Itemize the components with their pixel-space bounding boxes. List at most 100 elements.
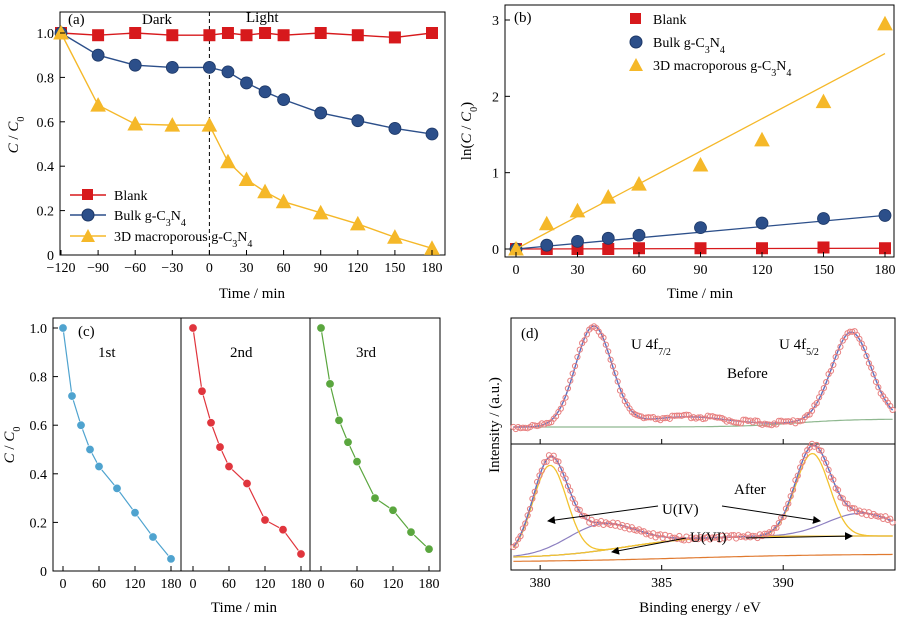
point-blank: [388, 31, 401, 44]
after-raw-point: [766, 529, 773, 536]
after-raw-point: [526, 505, 534, 513]
cycle-point-3: [316, 323, 326, 333]
x-tick-label: 120: [383, 577, 404, 592]
panel-a: −120 −90 −60 −30 0 30 60 90 120 150 180 0 0.2 0.4 0.6 0…: [6, 10, 446, 302]
x-tick-label: −120: [47, 261, 76, 276]
annotation-dark: Dark: [142, 12, 172, 28]
label-before: Before: [727, 366, 768, 382]
cycle-label-2: 2nd: [230, 345, 253, 361]
cycle-point-2: [215, 442, 225, 452]
after-raw-point: [768, 529, 775, 536]
point-bulk: [351, 114, 365, 128]
x-tick-label: 0: [190, 577, 197, 592]
before-raw-point: [581, 337, 588, 344]
point-blank: [203, 29, 216, 42]
point-bulk: [601, 231, 615, 245]
panel-a-ylabel: C / C0: [6, 117, 27, 154]
before-raw-point: [830, 361, 837, 369]
y-tick-label: 0.4: [30, 468, 48, 483]
before-raw-point: [863, 352, 870, 360]
after-raw-point: [842, 500, 849, 507]
after-raw-point: [839, 495, 846, 502]
point-bulk: [128, 58, 142, 72]
after-raw-point: [519, 525, 527, 532]
legend-marker-bulk: [81, 208, 95, 222]
before-fit-line: [513, 325, 894, 428]
before-raw-point: [683, 411, 690, 418]
panel-b-legend: Blank Bulk g-C3N4 3D macroporous g-C3N4: [629, 13, 791, 79]
legend-label-bulk: Bulk g-C3N4: [653, 36, 725, 56]
cycle-point-2: [260, 515, 270, 525]
before-raw-point: [752, 417, 759, 424]
panel-c-frame: [52, 317, 441, 572]
y-tick-label: 3: [492, 14, 499, 29]
point-macro: [387, 229, 403, 244]
annotation-arrow: [721, 505, 821, 524]
point-bulk: [571, 234, 584, 248]
annotation-arrow: [745, 532, 853, 541]
point-bulk: [165, 61, 179, 74]
after-raw-point: [583, 514, 590, 521]
after-baseline: [513, 553, 893, 562]
x-tick-label: 180: [875, 263, 896, 278]
before-raw-point: [567, 377, 574, 384]
after-raw-point: [543, 458, 550, 465]
before-raw-point: [818, 389, 825, 396]
after-raw-point: [517, 533, 524, 540]
panel-b-frame: [504, 4, 895, 258]
x-tick-label: 0: [206, 261, 213, 276]
point-macro: [877, 15, 893, 31]
legend-label-blank: Blank: [114, 189, 147, 204]
point-macro: [238, 171, 255, 187]
after-raw-point: [522, 520, 529, 527]
cycle-point-3: [388, 505, 398, 515]
cycle-point-1: [148, 532, 158, 542]
cycle-point-1: [67, 391, 77, 401]
cycle-point-3: [343, 437, 353, 447]
panel-c-xlabel: Time / min: [211, 600, 278, 616]
after-raw-point: [541, 459, 548, 466]
x-tick-label: 60: [92, 577, 106, 592]
x-tick-label: 60: [350, 577, 364, 592]
label-u-vi: U(VI): [690, 530, 727, 546]
y-tick-label: 1: [492, 167, 499, 182]
panel-b-label: (b): [514, 10, 532, 26]
label-u-iv: U(IV): [662, 502, 699, 518]
before-raw-point: [612, 370, 619, 377]
x-tick-label: −90: [87, 261, 109, 276]
before-raw-point: [619, 392, 626, 399]
after-raw-point: [823, 459, 830, 466]
after-raw-point: [524, 512, 531, 519]
x-tick-label: 390: [773, 576, 794, 591]
x-tick-label: 380: [530, 576, 551, 591]
after-raw-point: [785, 500, 792, 507]
panel-c: 0 60 120 180 0 60 120 180 0 60 120 180 0 0.2 0.4 0.6 0.8…: [2, 317, 441, 616]
point-blank: [259, 27, 272, 39]
point-macro: [220, 153, 236, 169]
x-tick-label: 0: [318, 577, 325, 592]
point-bulk: [277, 93, 291, 106]
peak-label-u4f52: U 4f5/2: [779, 337, 819, 358]
panel-d-arrows: [547, 505, 853, 555]
cycle-point-1: [94, 462, 104, 472]
y-tick-label: 0.2: [37, 205, 55, 220]
panel-b-xlabel: Time / min: [667, 286, 734, 302]
y-tick-label: 0.8: [37, 71, 55, 86]
point-blank: [129, 27, 142, 39]
after-raw-point: [801, 452, 808, 459]
cycle-line-3: [320, 327, 430, 550]
legend-label-macro: 3D macroporous g-C3N4: [653, 59, 791, 79]
point-bulk: [314, 106, 328, 120]
before-raw-point: [813, 400, 820, 407]
before-raw-point: [808, 407, 816, 415]
after-raw-point: [818, 447, 825, 454]
x-tick-label: 30: [240, 261, 254, 276]
cycle-point-1: [58, 323, 68, 333]
before-raw-point: [602, 341, 609, 348]
point-bulk: [540, 238, 554, 252]
point-macro: [569, 202, 586, 218]
before-raw-point: [583, 331, 590, 338]
after-raw-point: [529, 495, 536, 502]
annotation-arrow: [611, 537, 687, 555]
before-raw-point: [872, 378, 880, 385]
